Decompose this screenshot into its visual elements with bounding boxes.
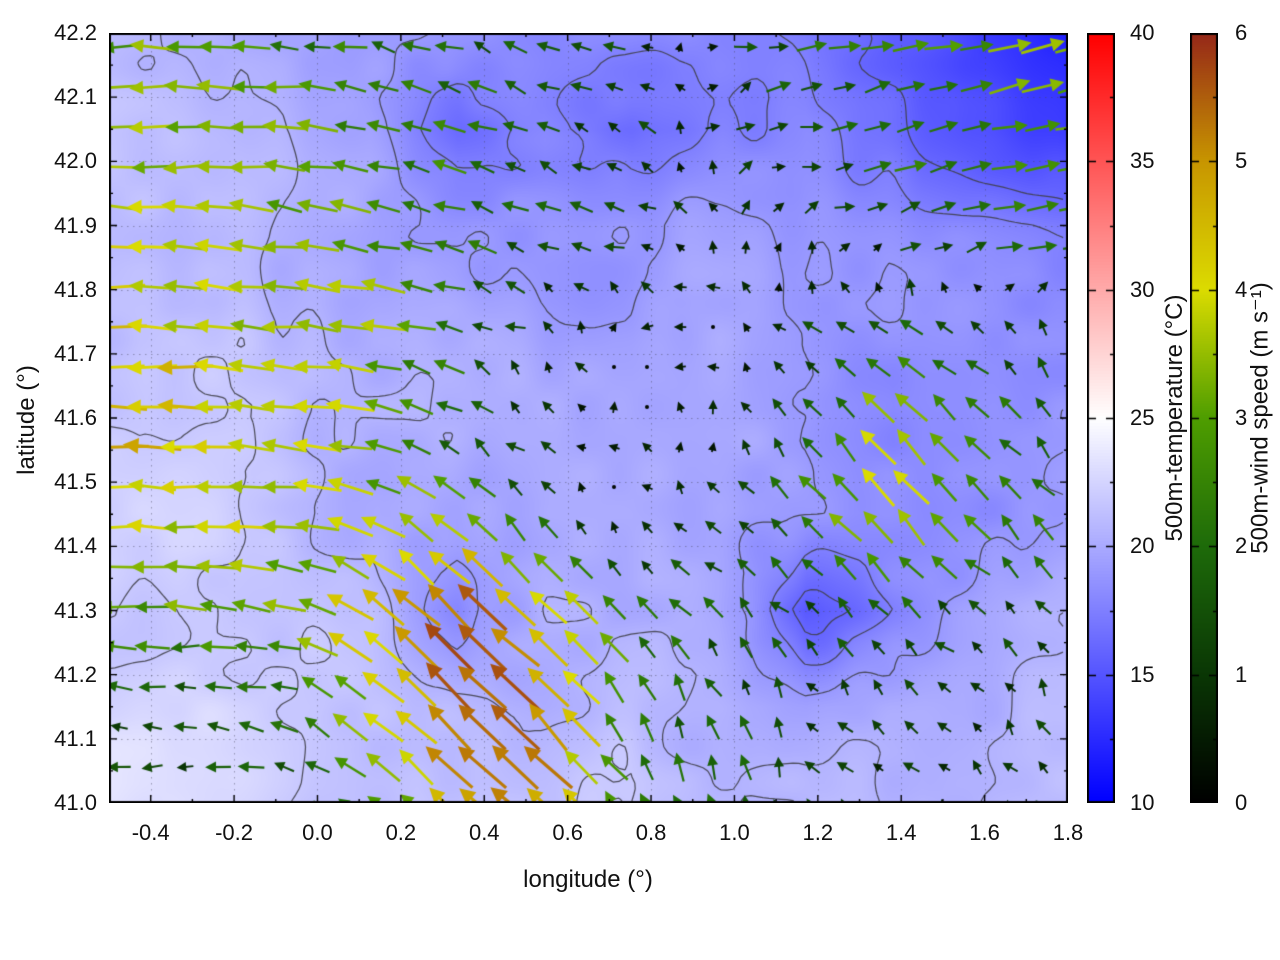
temperature-colorbar-title: 500m-temperature (°C) bbox=[1161, 294, 1188, 542]
y-tick-label: 41.4 bbox=[54, 533, 97, 559]
y-tick-label: 41.1 bbox=[54, 725, 97, 751]
temperature-colorbar-tick-label: 25 bbox=[1130, 405, 1155, 430]
x-tick-label: 0.4 bbox=[468, 820, 500, 845]
wind-colorbar-tick-label: 3 bbox=[1235, 405, 1248, 430]
y-tick-label: 42.1 bbox=[54, 84, 97, 110]
wind-colorbar-title: 500m-wind speed (m s⁻¹) bbox=[1246, 282, 1274, 554]
y-tick-label: 41.8 bbox=[54, 276, 97, 302]
x-tick-label: 0.2 bbox=[385, 820, 417, 845]
temperature-colorbar bbox=[1087, 33, 1115, 803]
temperature-colorbar-tick-label: 35 bbox=[1130, 148, 1155, 174]
y-tick-label: 41.9 bbox=[54, 212, 97, 238]
x-tick-label: 1.8 bbox=[1052, 820, 1084, 845]
y-tick-label: 41.0 bbox=[54, 790, 97, 815]
wind-colorbar-tick-label: 6 bbox=[1235, 20, 1248, 45]
x-tick-label: 1.6 bbox=[969, 820, 1000, 845]
temperature-colorbar-tick-label: 30 bbox=[1130, 276, 1155, 302]
wind-speed-colorbar bbox=[1190, 33, 1218, 803]
x-tick-label: 0.6 bbox=[552, 820, 583, 845]
temperature-colorbar-tick-label: 10 bbox=[1130, 790, 1155, 815]
x-tick-label: -0.4 bbox=[131, 820, 170, 845]
temperature-colorbar-tick-label: 15 bbox=[1130, 661, 1155, 687]
temperature-colorbar-tick-label: 20 bbox=[1130, 533, 1155, 559]
y-tick-label: 41.6 bbox=[54, 405, 97, 430]
wind-colorbar-tick-label: 5 bbox=[1235, 148, 1248, 174]
y-axis-title: latitude (°) bbox=[13, 365, 40, 475]
x-axis-title: longitude (°) bbox=[523, 866, 653, 893]
wind-colorbar-tick-label: 0 bbox=[1235, 790, 1248, 815]
x-tick-label: 1.0 bbox=[719, 820, 750, 845]
y-tick-label: 41.2 bbox=[54, 661, 97, 687]
x-tick-label: 0.0 bbox=[302, 820, 333, 845]
y-tick-label: 41.7 bbox=[54, 340, 97, 366]
x-tick-label: 0.8 bbox=[635, 820, 667, 845]
x-tick-label: -0.2 bbox=[215, 820, 254, 845]
x-tick-label: 1.2 bbox=[802, 820, 834, 845]
wind-colorbar-tick-label: 1 bbox=[1235, 661, 1248, 687]
y-tick-label: 42.2 bbox=[54, 20, 97, 45]
y-tick-label: 42.0 bbox=[54, 148, 97, 174]
y-tick-label: 41.3 bbox=[54, 597, 97, 623]
wind-colorbar-tick-label: 2 bbox=[1235, 533, 1248, 559]
map-plot-canvas bbox=[109, 33, 1068, 803]
x-tick-label: 1.4 bbox=[885, 820, 917, 845]
y-tick-label: 41.5 bbox=[54, 469, 97, 495]
temperature-colorbar-tick-label: 40 bbox=[1130, 20, 1155, 45]
wind-colorbar-tick-label: 4 bbox=[1235, 276, 1248, 302]
